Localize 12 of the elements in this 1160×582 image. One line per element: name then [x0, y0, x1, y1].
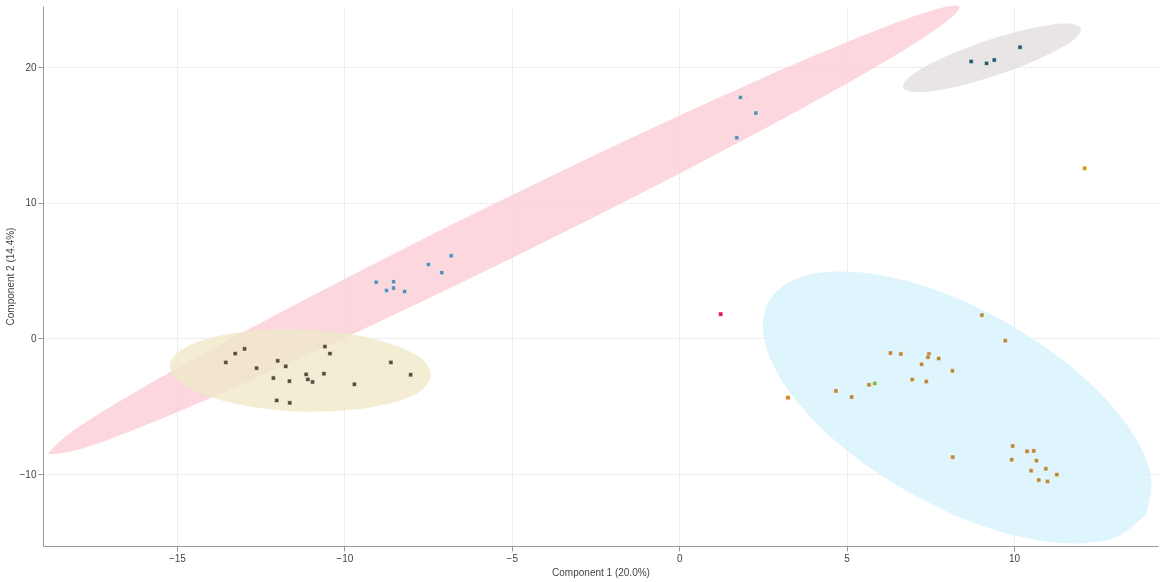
- y-tick-label: 0: [30, 332, 37, 344]
- x-tick-label: 5: [844, 552, 851, 564]
- x-tick-label: −15: [168, 552, 187, 564]
- y-tick-label: 20: [25, 61, 37, 73]
- x-tick-label: −10: [336, 552, 354, 564]
- x-tick-label: 0: [676, 552, 683, 564]
- x-axis-title: Component 1 (20.0%): [552, 566, 650, 578]
- y-axis-title: Component 2 (14.4%): [4, 227, 16, 326]
- x-tick-label: −5: [506, 552, 519, 564]
- y-tick-label: −10: [19, 468, 37, 480]
- x-tick-label: 10: [1008, 552, 1021, 564]
- y-tick-label: 10: [25, 197, 37, 209]
